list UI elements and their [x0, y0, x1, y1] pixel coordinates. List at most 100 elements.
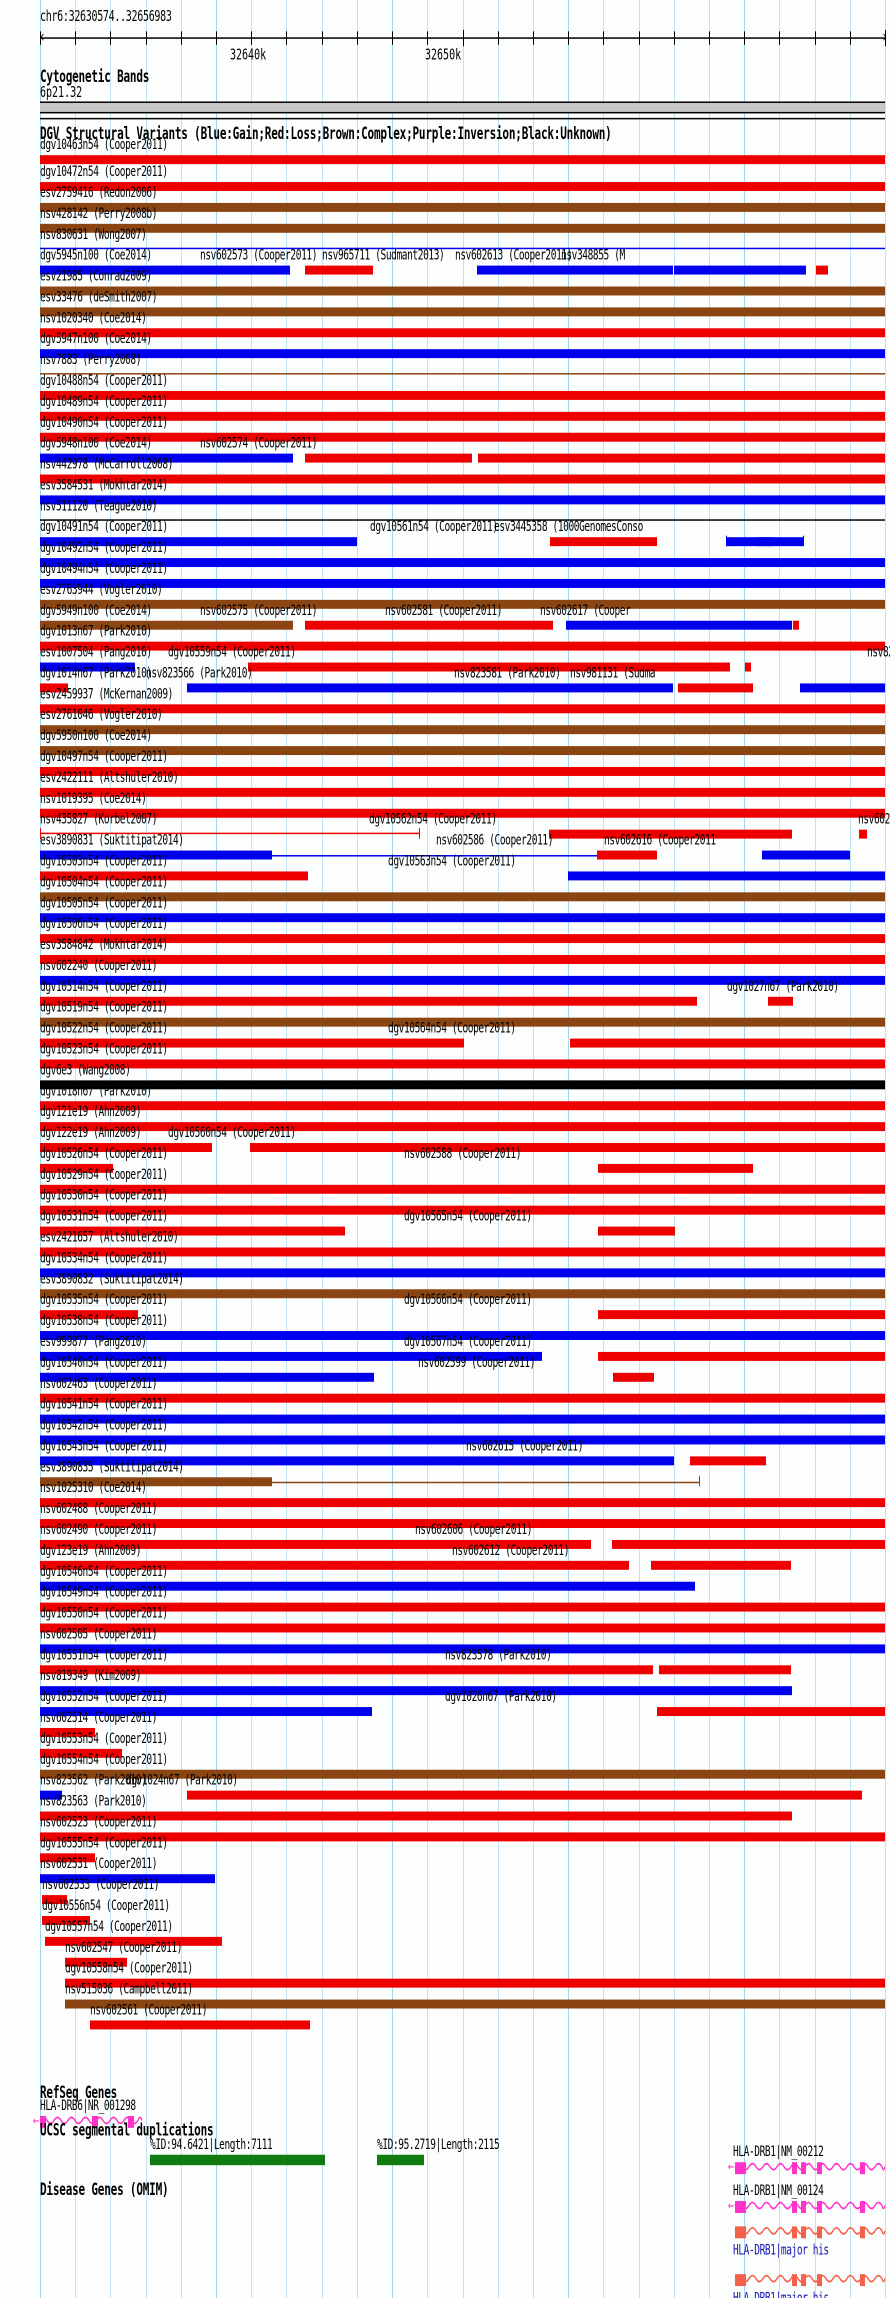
dgv-variant-bar[interactable] — [40, 373, 885, 375]
dgv-variant-bar[interactable] — [40, 934, 885, 944]
dgv-variant-bar[interactable] — [40, 975, 885, 985]
dgv-variant-bar[interactable] — [550, 537, 657, 547]
omim-gene-exon[interactable] — [801, 2226, 806, 2239]
dgv-variant-bar[interactable] — [745, 662, 751, 672]
dgv-variant-bar[interactable] — [65, 1978, 885, 1988]
ruler-left-arrow-icon[interactable]: ‹ — [39, 26, 46, 47]
dgv-variant-bar[interactable] — [305, 620, 553, 630]
dgv-variant-bar[interactable] — [613, 1372, 654, 1382]
dgv-variant-bar[interactable] — [40, 996, 697, 1006]
dgv-variant-bar[interactable] — [40, 202, 885, 212]
dgv-variant-bar[interactable] — [800, 683, 885, 693]
dgv-variant-bar[interactable] — [40, 537, 357, 547]
dgv-variant-bar[interactable] — [40, 620, 293, 630]
dgv-variant-bar[interactable] — [40, 1184, 885, 1194]
dgv-variant-bar[interactable] — [40, 913, 885, 923]
dgv-variant-bar[interactable] — [762, 850, 850, 860]
dgv-variant-bar[interactable] — [40, 1581, 695, 1591]
dgv-variant-bar[interactable] — [570, 1038, 885, 1048]
dgv-variant-bar[interactable] — [40, 766, 885, 776]
dgv-variant-bar[interactable] — [678, 683, 753, 693]
dgv-variant-bar[interactable] — [40, 1623, 885, 1633]
dgv-variant-bar[interactable] — [40, 247, 885, 250]
dgv-variant-bar[interactable] — [40, 1205, 885, 1215]
dgv-variant-bar[interactable] — [40, 155, 885, 165]
dgv-variant-bar[interactable] — [674, 265, 806, 275]
dgv-variant-bar[interactable] — [651, 1560, 791, 1570]
dgv-variant-bar[interactable] — [40, 578, 885, 588]
dgv-variant-bar[interactable] — [40, 307, 885, 317]
dgv-variant-bar[interactable] — [40, 1351, 542, 1361]
dgv-variant-bar[interactable] — [90, 2020, 310, 2030]
dgv-variant-bar[interactable] — [187, 1790, 862, 1800]
refseq-gene-exon[interactable] — [817, 2201, 822, 2213]
dgv-variant-bar[interactable] — [40, 223, 885, 233]
dgv-variant-bar[interactable] — [272, 1481, 700, 1483]
dgv-variant-bar[interactable] — [659, 1665, 791, 1675]
dgv-variant-bar[interactable] — [768, 996, 793, 1006]
dgv-variant-bar[interactable] — [40, 432, 885, 442]
dgv-variant-bar[interactable] — [859, 829, 867, 839]
dgv-variant-bar[interactable] — [40, 1372, 374, 1382]
dgv-variant-bar[interactable] — [40, 892, 885, 902]
dgv-variant-bar[interactable] — [40, 1163, 113, 1173]
cytogenetic-band-bar[interactable] — [40, 101, 885, 114]
dgv-variant-bar[interactable] — [40, 1811, 792, 1821]
omim-gene-exon[interactable] — [792, 2274, 797, 2287]
dgv-variant-bar[interactable] — [40, 349, 885, 359]
dgv-variant-bar[interactable] — [816, 265, 828, 275]
dgv-variant-bar[interactable] — [40, 1477, 272, 1487]
dgv-variant-bar[interactable] — [40, 286, 885, 296]
dgv-variant-bar[interactable] — [40, 1519, 885, 1529]
dgv-variant-bar[interactable] — [40, 1769, 885, 1779]
dgv-variant-bar[interactable] — [272, 854, 597, 856]
omim-gene-exon[interactable] — [860, 2226, 865, 2239]
dgv-variant-bar[interactable] — [40, 1560, 629, 1570]
dgv-variant-bar[interactable] — [40, 1665, 653, 1675]
dgv-variant-bar[interactable] — [248, 662, 730, 672]
omim-gene[interactable]: HLA-DRB1|major his — [0, 2271, 890, 2298]
dgv-variant-bar[interactable] — [40, 1393, 885, 1403]
refseq-gene[interactable]: HLA-DRB6|NR_001298 ← — [0, 2098, 890, 2134]
dgv-variant-bar[interactable] — [40, 519, 885, 521]
dgv-variant-bar[interactable] — [40, 1331, 885, 1341]
dgv-variant-bar[interactable] — [598, 1226, 675, 1236]
dgv-variant-bar[interactable] — [598, 1351, 885, 1361]
segdup-bar[interactable] — [150, 2154, 325, 2166]
omim-gene-exon[interactable] — [735, 2274, 746, 2287]
dgv-variant-bar[interactable] — [65, 1999, 885, 2009]
refseq-gene-exon[interactable] — [735, 2201, 746, 2213]
dgv-variant-bar[interactable] — [40, 390, 885, 400]
dgv-variant-bar[interactable] — [40, 1874, 215, 1884]
dgv-variant-bar[interactable] — [40, 474, 885, 484]
dgv-variant-bar[interactable] — [40, 1143, 212, 1152]
dgv-variant-bar[interactable] — [477, 265, 673, 275]
omim-gene-exon[interactable] — [792, 2226, 797, 2239]
dgv-variant-bar[interactable] — [305, 265, 373, 275]
dgv-variant-bar[interactable] — [597, 850, 657, 860]
dgv-variant-bar[interactable] — [40, 787, 885, 797]
dgv-variant-bar[interactable] — [40, 1101, 885, 1111]
dgv-variant-bar[interactable] — [40, 1080, 885, 1090]
ruler-right-arrow-icon[interactable]: › — [881, 28, 888, 44]
dgv-variant-bar[interactable] — [40, 1038, 464, 1048]
dgv-variant-bar[interactable] — [40, 1727, 95, 1737]
dgv-variant-bar[interactable] — [40, 832, 420, 835]
dgv-variant-bar[interactable] — [40, 599, 885, 609]
dgv-variant-bar[interactable] — [40, 1310, 138, 1320]
dgv-variant-bar[interactable] — [40, 641, 885, 651]
refseq-gene-exon[interactable] — [860, 2201, 865, 2213]
dgv-variant-bar[interactable] — [40, 1832, 885, 1842]
dgv-variant-bar[interactable] — [40, 1686, 792, 1696]
dgv-variant-bar[interactable] — [40, 1853, 95, 1863]
refseq-gene[interactable]: HLA-DRB1|NM_00212 ← — [0, 2144, 890, 2180]
dgv-variant-bar[interactable] — [566, 620, 792, 630]
omim-gene-exon[interactable] — [817, 2226, 822, 2239]
dgv-variant-bar[interactable] — [40, 1644, 885, 1654]
dgv-variant-bar[interactable] — [40, 182, 885, 192]
dgv-variant-bar[interactable] — [40, 1707, 372, 1717]
dgv-variant-bar[interactable] — [40, 725, 885, 735]
dgv-variant-bar[interactable] — [40, 1414, 885, 1424]
dgv-variant-bar[interactable] — [40, 1748, 122, 1758]
omim-gene-exon[interactable] — [801, 2274, 806, 2287]
